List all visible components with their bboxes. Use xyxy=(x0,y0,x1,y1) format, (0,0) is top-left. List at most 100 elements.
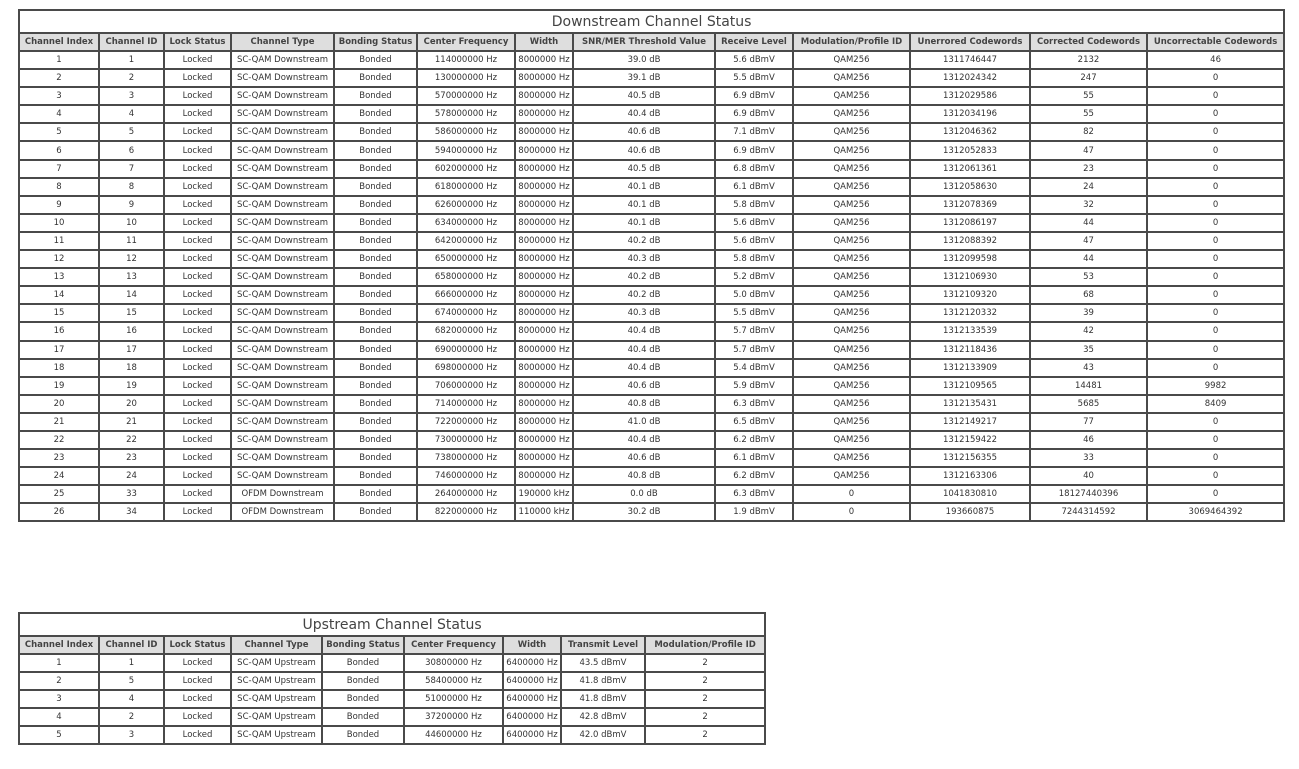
cell-bonding-status: Bonded xyxy=(333,176,418,197)
table-row: 18 18 Locked SC-QAM Downstream Bonded 6980000… xyxy=(18,357,1286,378)
cell-uncorrectable-codewords: 8409 xyxy=(1145,393,1286,414)
cell-modulation-profile-id: QAM256 xyxy=(792,339,911,360)
cell-corrected-codewords: 43 xyxy=(1029,357,1148,378)
cell-bonding-status: Bonded xyxy=(333,249,418,270)
cell-center-frequency: 822000000 Hz xyxy=(416,502,516,523)
cell-unerrored-codewords: 1312052833 xyxy=(909,140,1031,161)
cell-bonding-status: Bonded xyxy=(333,267,418,288)
column-header-channel-id: Channel ID xyxy=(98,635,165,655)
cell-snr-mer-threshold-value: 40.5 dB xyxy=(572,86,716,107)
cell-uncorrectable-codewords: 0 xyxy=(1145,303,1286,324)
cell-width: 110000 kHz xyxy=(514,502,574,523)
table-row: 24 24 Locked SC-QAM Downstream Bonded 7460000… xyxy=(18,466,1286,487)
cell-center-frequency: 626000000 Hz xyxy=(416,194,516,215)
cell-width: 8000000 Hz xyxy=(514,267,574,288)
column-header-lock-status: Lock Status xyxy=(163,635,232,655)
cell-snr-mer-threshold-value: 41.0 dB xyxy=(572,411,716,432)
cell-modulation-profile-id: 0 xyxy=(792,484,911,505)
cell-bonding-status: Bonded xyxy=(333,466,418,487)
cell-unerrored-codewords: 1312133539 xyxy=(909,321,1031,342)
cell-width: 8000000 Hz xyxy=(514,122,574,143)
cell-modulation-profile-id: QAM256 xyxy=(792,267,911,288)
cell-uncorrectable-codewords: 0 xyxy=(1145,448,1286,469)
cell-uncorrectable-codewords: 0 xyxy=(1145,68,1286,89)
cell-channel-index: 22 xyxy=(18,429,100,451)
upstream-table-title: Upstream Channel Status xyxy=(17,612,767,637)
cell-uncorrectable-codewords: 0 xyxy=(1145,484,1286,505)
table-row: 1 1 Locked SC-QAM Downstream Bonded 114000000… xyxy=(18,49,1286,71)
cell-lock-status: Locked xyxy=(163,411,232,432)
cell-channel-id: 2 xyxy=(98,707,165,727)
cell-modulation-profile-id: QAM256 xyxy=(792,448,911,469)
cell-snr-mer-threshold-value: 39.0 dB xyxy=(572,49,716,71)
cell-channel-id: 2 xyxy=(98,68,165,89)
cell-channel-id: 11 xyxy=(98,230,165,252)
cell-unerrored-codewords: 1312029586 xyxy=(909,86,1031,107)
table-row: 9 9 Locked SC-QAM Downstream Bonded 626000000… xyxy=(18,194,1286,215)
cell-receive-level: 6.9 dBmV xyxy=(714,104,794,125)
cell-uncorrectable-codewords: 0 xyxy=(1145,212,1286,233)
cell-modulation-profile-id: 0 xyxy=(792,502,911,523)
column-header-receive-level: Receive Level xyxy=(714,32,794,52)
cell-width: 8000000 Hz xyxy=(514,212,574,233)
cell-width: 8000000 Hz xyxy=(514,429,574,451)
cell-channel-id: 18 xyxy=(98,357,165,378)
cell-channel-type: SC-QAM Upstream xyxy=(230,671,323,691)
table-row: 15 15 Locked SC-QAM Downstream Bonded 6740000… xyxy=(18,303,1286,324)
cell-bonding-status: Bonded xyxy=(321,671,405,691)
cell-channel-id: 4 xyxy=(98,689,165,709)
column-header-corrected-codewords: Corrected Codewords xyxy=(1029,32,1148,52)
cell-bonding-status: Bonded xyxy=(333,339,418,360)
table-row: 11 11 Locked SC-QAM Downstream Bonded 6420000… xyxy=(18,230,1286,252)
table-row: 13 13 Locked SC-QAM Downstream Bonded 6580000… xyxy=(18,267,1286,288)
cell-channel-id: 3 xyxy=(98,86,165,107)
cell-receive-level: 5.5 dBmV xyxy=(714,303,794,324)
cell-width: 8000000 Hz xyxy=(514,448,574,469)
column-header-channel-index: Channel Index xyxy=(18,635,100,655)
cell-channel-index: 2 xyxy=(18,671,100,691)
cell-width: 8000000 Hz xyxy=(514,249,574,270)
cell-modulation-profile-id: QAM256 xyxy=(792,375,911,396)
cell-uncorrectable-codewords: 0 xyxy=(1145,249,1286,270)
column-header-unerrored-codewords: Unerrored Codewords xyxy=(909,32,1031,52)
cell-channel-id: 5 xyxy=(98,122,165,143)
cell-channel-index: 5 xyxy=(18,122,100,143)
cell-modulation-profile-id: 2 xyxy=(643,653,767,673)
cell-channel-index: 24 xyxy=(18,466,100,487)
cell-transmit-level: 41.8 dBmV xyxy=(560,689,646,709)
cell-lock-status: Locked xyxy=(163,339,232,360)
cell-channel-index: 6 xyxy=(18,140,100,161)
table-row: 21 21 Locked SC-QAM Downstream Bonded 7220000… xyxy=(18,411,1286,432)
column-header-modulation-profile-id: Modulation/Profile ID xyxy=(792,32,911,52)
cell-lock-status: Locked xyxy=(163,689,232,709)
cell-channel-id: 22 xyxy=(98,429,165,451)
cell-channel-type: SC-QAM Downstream xyxy=(230,285,335,306)
table-row: 6 6 Locked SC-QAM Downstream Bonded 594000000… xyxy=(18,140,1286,161)
cell-center-frequency: 37200000 Hz xyxy=(403,707,504,727)
cell-modulation-profile-id: QAM256 xyxy=(792,122,911,143)
cell-lock-status: Locked xyxy=(163,212,232,233)
column-header-center-frequency: Center Frequency xyxy=(403,635,504,655)
cell-width: 8000000 Hz xyxy=(514,140,574,161)
cell-uncorrectable-codewords: 3069464392 xyxy=(1145,502,1286,523)
cell-channel-id: 12 xyxy=(98,249,165,270)
cell-center-frequency: 658000000 Hz xyxy=(416,267,516,288)
cell-corrected-codewords: 24 xyxy=(1029,176,1148,197)
cell-center-frequency: 650000000 Hz xyxy=(416,249,516,270)
cell-uncorrectable-codewords: 0 xyxy=(1145,357,1286,378)
cell-snr-mer-threshold-value: 40.1 dB xyxy=(572,194,716,215)
cell-corrected-codewords: 47 xyxy=(1029,230,1148,252)
cell-modulation-profile-id: QAM256 xyxy=(792,158,911,179)
cell-channel-type: SC-QAM Downstream xyxy=(230,339,335,360)
cell-modulation-profile-id: QAM256 xyxy=(792,49,911,71)
cell-channel-id: 15 xyxy=(98,303,165,324)
cell-channel-index: 26 xyxy=(18,502,100,523)
cell-snr-mer-threshold-value: 40.4 dB xyxy=(572,429,716,451)
cell-corrected-codewords: 2132 xyxy=(1029,49,1148,71)
cell-channel-type: SC-QAM Upstream xyxy=(230,689,323,709)
table-row: 19 19 Locked SC-QAM Downstream Bonded 7060000… xyxy=(18,375,1286,396)
downstream-table-title: Downstream Channel Status xyxy=(17,9,1286,34)
cell-channel-index: 20 xyxy=(18,393,100,414)
cell-snr-mer-threshold-value: 40.2 dB xyxy=(572,230,716,252)
cell-center-frequency: 746000000 Hz xyxy=(416,466,516,487)
